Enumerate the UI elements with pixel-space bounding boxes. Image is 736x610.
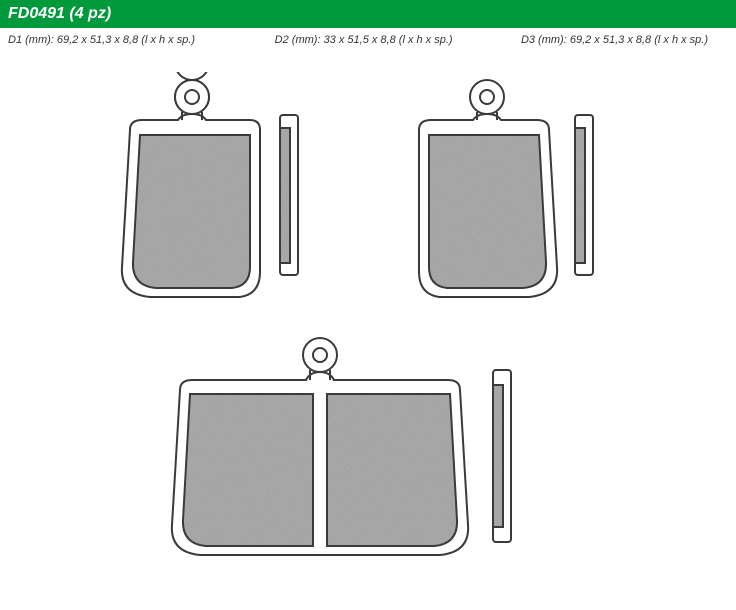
d3-label: D3 (mm):	[521, 34, 567, 46]
dimension-d2: D2 (mm): 33 x 51,5 x 8,8 (l x h x sp.)	[225, 34, 492, 46]
d2-label: D2 (mm):	[275, 34, 321, 46]
d2-value: 33 x 51,5 x 8,8 (l x h x sp.)	[324, 34, 453, 46]
brake-pad-bottom-side	[490, 367, 520, 557]
product-code-title: FD0491 (4 pz)	[8, 5, 111, 23]
dimension-d3: D3 (mm): 69,2 x 51,3 x 8,8 (l x h x sp.)	[491, 34, 728, 46]
brake-pad-top-left	[100, 72, 300, 312]
brake-pad-top-left-side	[277, 112, 307, 292]
d3-value: 69,2 x 51,3 x 8,8 (l x h x sp.)	[570, 34, 708, 46]
brake-pad-top-right-side	[572, 112, 602, 292]
header-bar: FD0491 (4 pz)	[0, 0, 736, 28]
d1-label: D1 (mm):	[8, 34, 54, 46]
brake-pad-top-right	[395, 72, 595, 312]
d1-value: 69,2 x 51,3 x 8,8 (l x h x sp.)	[57, 34, 195, 46]
diagram-area	[0, 52, 736, 602]
dimensions-row: D1 (mm): 69,2 x 51,3 x 8,8 (l x h x sp.)…	[0, 28, 736, 52]
dimension-d1: D1 (mm): 69,2 x 51,3 x 8,8 (l x h x sp.)	[8, 34, 225, 46]
brake-pad-bottom-double	[150, 330, 490, 570]
